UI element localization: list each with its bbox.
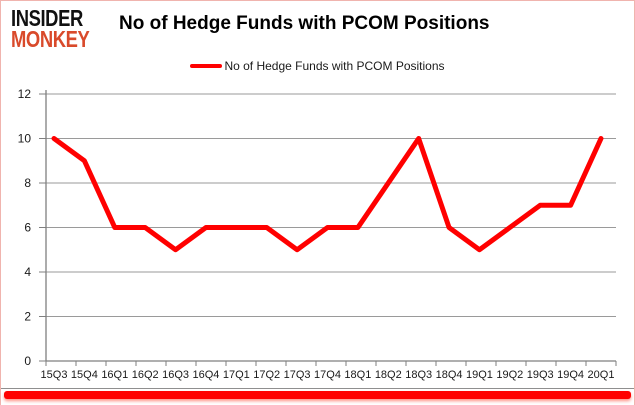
y-axis-label: 10 bbox=[18, 132, 32, 146]
x-axis-label: 19Q3 bbox=[527, 369, 554, 381]
x-axis-label: 16Q2 bbox=[132, 369, 159, 381]
x-axis-label: 18Q1 bbox=[344, 369, 371, 381]
chart-title: No of Hedge Funds with PCOM Positions bbox=[119, 13, 490, 34]
x-axis-label: 19Q2 bbox=[496, 369, 523, 381]
x-axis-label: 17Q1 bbox=[223, 369, 250, 381]
y-axis-label: 8 bbox=[24, 176, 31, 190]
y-axis-label: 4 bbox=[24, 265, 31, 279]
x-axis-label: 16Q4 bbox=[192, 369, 219, 381]
insider-monkey-logo: INSIDER MONKEY bbox=[11, 5, 90, 52]
legend-label: No of Hedge Funds with PCOM Positions bbox=[224, 59, 445, 73]
x-axis-label: 17Q4 bbox=[314, 369, 341, 381]
x-axis-label: 19Q1 bbox=[466, 369, 493, 381]
logo-line1: INSIDER bbox=[11, 5, 83, 31]
x-axis-label: 16Q1 bbox=[101, 369, 128, 381]
x-axis-label: 16Q3 bbox=[162, 369, 189, 381]
x-axis-label: 19Q4 bbox=[557, 369, 584, 381]
y-axis-label: 0 bbox=[24, 354, 31, 368]
x-axis-label: 15Q4 bbox=[71, 369, 98, 381]
y-axis-label: 2 bbox=[24, 310, 31, 324]
series-line bbox=[51, 136, 604, 253]
x-axis-label: 20Q1 bbox=[588, 369, 615, 381]
x-axis-label: 18Q3 bbox=[405, 369, 432, 381]
x-axis-label: 18Q4 bbox=[436, 369, 463, 381]
x-axis-label: 18Q2 bbox=[375, 369, 402, 381]
x-axis-label: 15Q3 bbox=[41, 369, 68, 381]
x-axis-label: 17Q3 bbox=[284, 369, 311, 381]
legend-line-swatch bbox=[190, 64, 223, 68]
red-accent-bar bbox=[4, 391, 631, 399]
logo-line2: MONKEY bbox=[11, 25, 90, 52]
y-axis-label: 12 bbox=[18, 87, 32, 101]
chart-legend: No of Hedge Funds with PCOM Positions bbox=[1, 59, 634, 73]
x-axis-label: 17Q2 bbox=[253, 369, 280, 381]
y-axis-label: 6 bbox=[24, 221, 31, 235]
chart-bottom-border bbox=[1, 388, 634, 389]
